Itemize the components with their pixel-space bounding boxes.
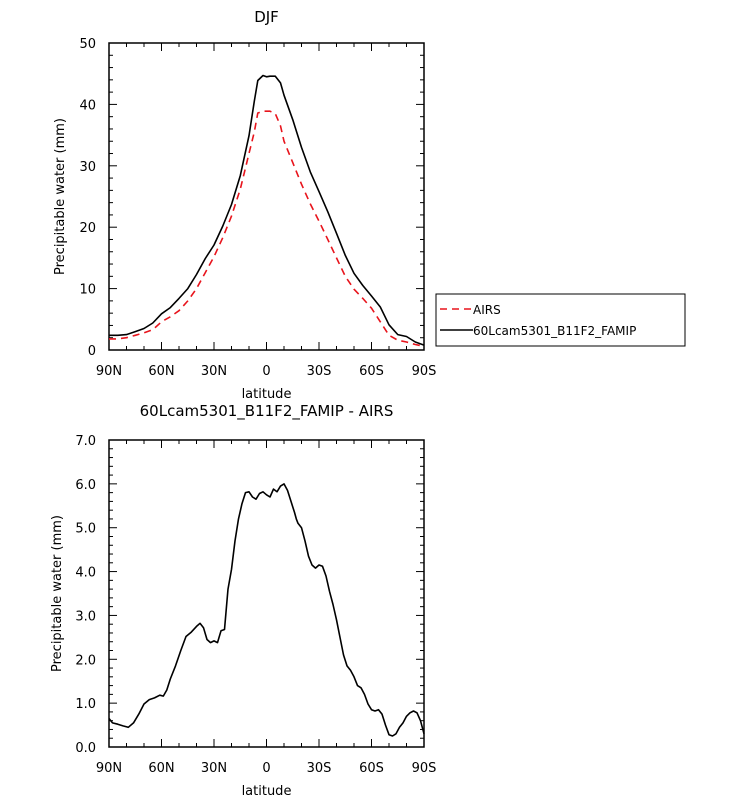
x-tick-label: 90S xyxy=(412,364,437,379)
x-tick-label: 30N xyxy=(201,364,227,379)
x-tick-label: 30S xyxy=(307,364,332,379)
x-tick-label: 90S xyxy=(412,761,437,776)
y-tick-label: 6.0 xyxy=(75,478,96,493)
x-tick-label: 0 xyxy=(262,364,270,379)
x-tick-label: 60N xyxy=(148,364,174,379)
legend-label-1: 60Lcam5301_B11F2_FAMIP xyxy=(473,324,636,338)
plot-frame xyxy=(108,42,425,351)
series-line-0 xyxy=(109,110,425,348)
x-tick-label: 30N xyxy=(201,761,227,776)
series-line-1 xyxy=(109,74,425,346)
x-tick-label: 60S xyxy=(359,364,384,379)
y-axis-label: Precipitable water (mm) xyxy=(50,515,65,672)
y-tick-label: 3.0 xyxy=(75,609,96,624)
legend-box xyxy=(435,293,686,347)
x-axis-label: latitude xyxy=(242,387,292,402)
y-tick-label: 5.0 xyxy=(75,522,96,537)
y-tick-label: 1.0 xyxy=(75,697,96,712)
y-axis-label: Precipitable water (mm) xyxy=(53,118,68,275)
x-tick-label: 0 xyxy=(262,761,270,776)
y-tick-label: 0.0 xyxy=(75,741,96,756)
series-line-0 xyxy=(108,483,425,737)
y-tick-label: 7.0 xyxy=(75,434,96,449)
x-tick-label: 60S xyxy=(359,761,384,776)
x-axis-label: latitude xyxy=(242,784,292,799)
x-tick-label: 90N xyxy=(96,761,122,776)
y-tick-label: 0 xyxy=(88,344,96,359)
djf-panel: DJF 90N 60N 30N 0 30S 60S 90S 0 10 20 30 40 50 latitud… xyxy=(53,8,686,402)
x-tick-label: 60N xyxy=(148,761,174,776)
y-tick-label: 4.0 xyxy=(75,566,96,581)
y-tick-label: 50 xyxy=(79,37,96,52)
y-tick-label: 2.0 xyxy=(75,653,96,668)
legend-label-0: AIRS xyxy=(473,303,501,317)
x-tick-label: 90N xyxy=(96,364,122,379)
legend: AIRS 60Lcam5301_B11F2_FAMIP xyxy=(435,293,686,347)
y-tick-label: 20 xyxy=(79,221,96,236)
y-tick-label: 40 xyxy=(79,98,96,113)
y-tick-label: 10 xyxy=(79,283,96,298)
y-tick-label: 30 xyxy=(79,160,96,175)
plot-frame xyxy=(108,439,425,748)
chart-title: 60Lcam5301_B11F2_FAMIP - AIRS xyxy=(140,402,394,421)
difference-panel: 60Lcam5301_B11F2_FAMIP - AIRS 90N 60N 30N 0 3… xyxy=(50,402,436,799)
chart-title: DJF xyxy=(254,8,279,26)
x-tick-label: 30S xyxy=(307,761,332,776)
